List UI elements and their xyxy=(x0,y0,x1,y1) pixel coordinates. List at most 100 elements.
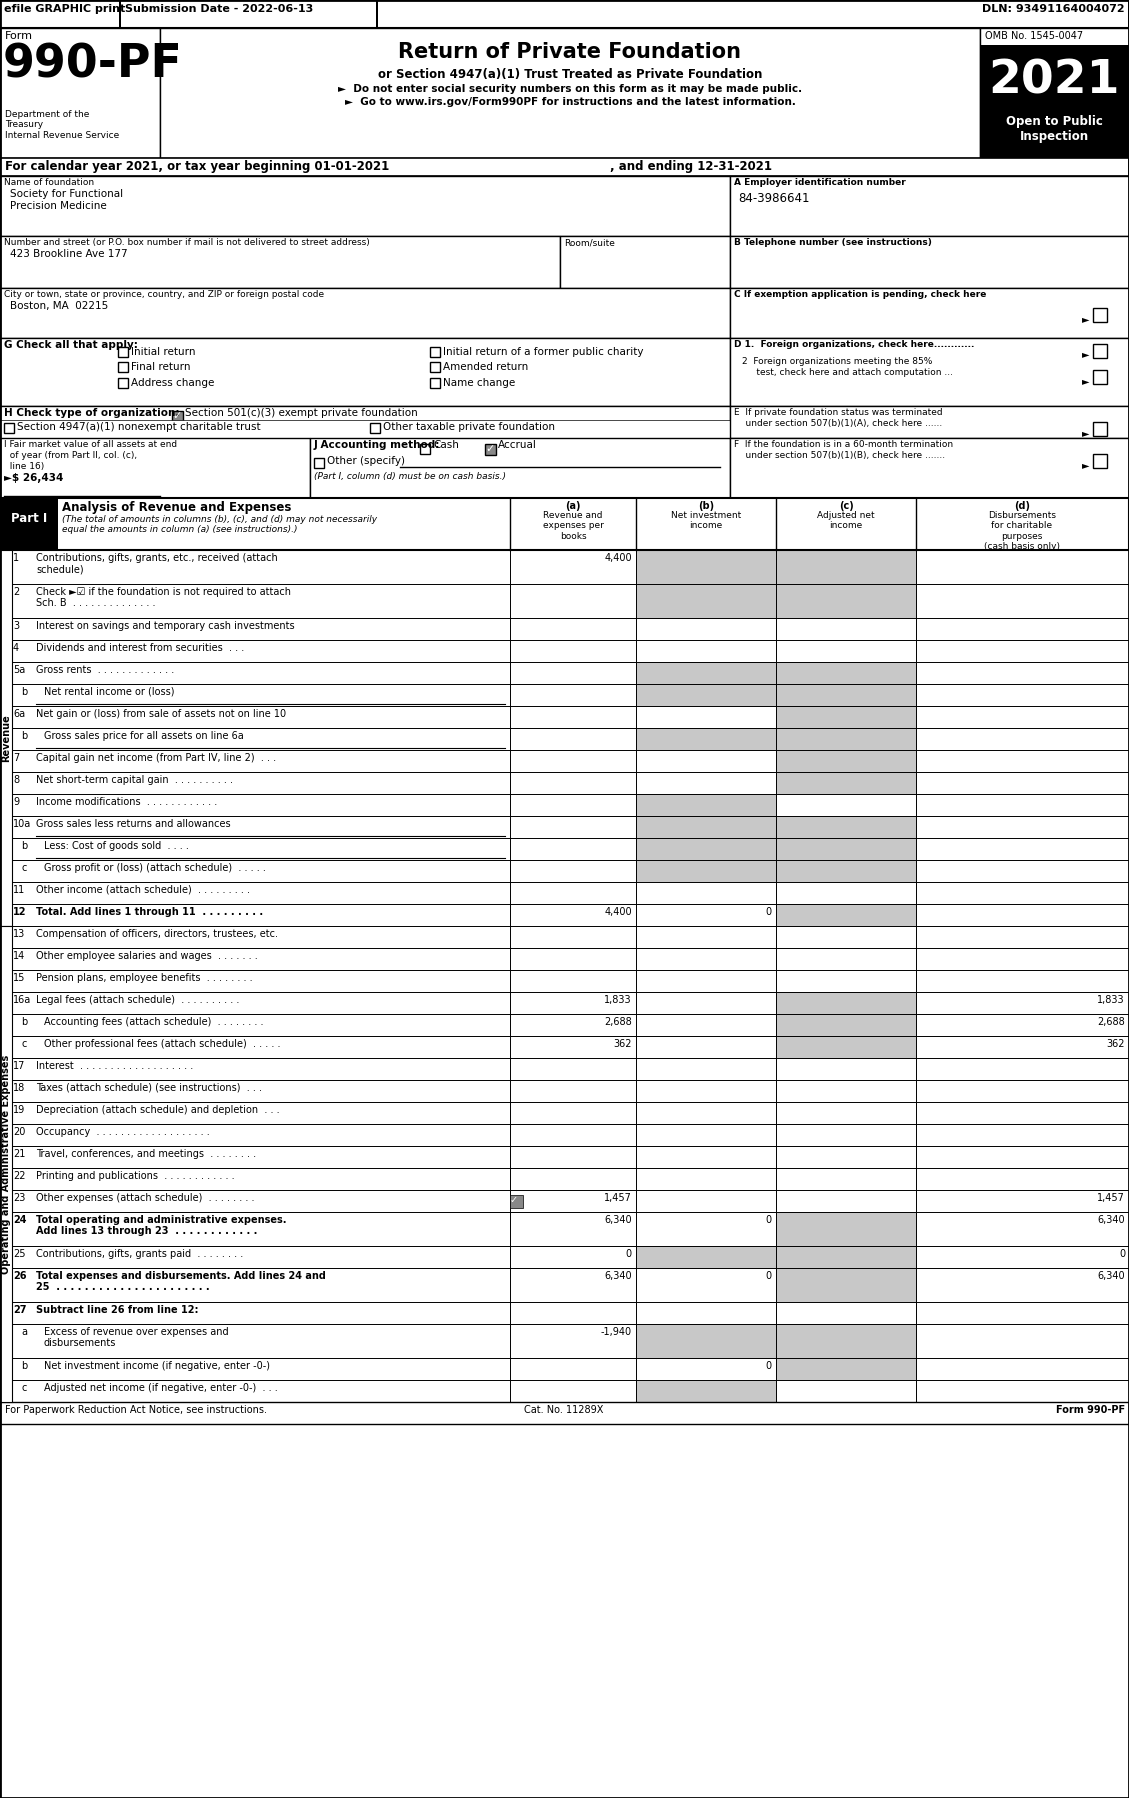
Text: 2,688: 2,688 xyxy=(604,1018,632,1027)
Bar xyxy=(0,176,730,236)
Bar xyxy=(776,750,916,771)
Text: test, check here and attach computation ...: test, check here and attach computation … xyxy=(742,369,953,378)
Bar xyxy=(314,458,324,467)
Text: H Check type of organization:: H Check type of organization: xyxy=(5,408,180,417)
Text: Cat. No. 11289X: Cat. No. 11289X xyxy=(524,1404,604,1415)
Bar xyxy=(636,584,776,619)
Bar xyxy=(776,662,916,683)
Bar xyxy=(378,2,1128,27)
Bar xyxy=(776,728,916,750)
Text: 0: 0 xyxy=(765,1361,772,1372)
Text: Interest on savings and temporary cash investments: Interest on savings and temporary cash i… xyxy=(36,620,295,631)
Text: Department of the
Treasury
Internal Revenue Service: Department of the Treasury Internal Reve… xyxy=(5,110,120,140)
Text: D 1.  Foreign organizations, check here............: D 1. Foreign organizations, check here..… xyxy=(734,340,974,349)
Text: Total expenses and disbursements. Add lines 24 and: Total expenses and disbursements. Add li… xyxy=(36,1271,326,1280)
Text: 4,400: 4,400 xyxy=(604,554,632,563)
Text: Number and street (or P.O. box number if mail is not delivered to street address: Number and street (or P.O. box number if… xyxy=(5,237,370,246)
Text: 11: 11 xyxy=(14,885,25,895)
Text: B Telephone number (see instructions): B Telephone number (see instructions) xyxy=(734,237,931,246)
Bar xyxy=(0,1357,1129,1381)
Text: Amended return: Amended return xyxy=(443,361,528,372)
Text: Net investment
income: Net investment income xyxy=(671,511,741,530)
Text: (d): (d) xyxy=(1014,502,1030,511)
Text: schedule): schedule) xyxy=(36,565,84,574)
Text: Depreciation (attach schedule) and depletion  . . .: Depreciation (attach schedule) and deple… xyxy=(36,1106,280,1115)
Text: ►  Go to www.irs.gov/Form990PF for instructions and the latest information.: ► Go to www.irs.gov/Form990PF for instru… xyxy=(344,97,796,108)
Text: b: b xyxy=(21,1361,27,1372)
Bar xyxy=(0,424,10,435)
Bar xyxy=(636,728,776,750)
Bar xyxy=(119,347,128,358)
Text: 16a: 16a xyxy=(14,994,32,1005)
Text: ✓: ✓ xyxy=(510,1196,518,1205)
Text: (a): (a) xyxy=(566,502,580,511)
Text: 23: 23 xyxy=(14,1194,25,1203)
Bar xyxy=(776,859,916,883)
Text: ►  Do not enter social security numbers on this form as it may be made public.: ► Do not enter social security numbers o… xyxy=(338,85,802,93)
Text: Less: Cost of goods sold  . . . .: Less: Cost of goods sold . . . . xyxy=(44,841,189,850)
Text: 27: 27 xyxy=(14,1305,26,1314)
Text: Check ►☑ if the foundation is not required to attach: Check ►☑ if the foundation is not requir… xyxy=(36,586,291,597)
Text: -1,940: -1,940 xyxy=(601,1327,632,1338)
Text: Disbursements
for charitable
purposes
(cash basis only): Disbursements for charitable purposes (c… xyxy=(984,511,1060,552)
Bar xyxy=(0,288,730,338)
Text: 0: 0 xyxy=(625,1250,632,1259)
Text: a: a xyxy=(21,1327,27,1338)
Text: Other (specify): Other (specify) xyxy=(327,457,405,466)
Text: For calendar year 2021, or tax year beginning 01-01-2021: For calendar year 2021, or tax year begi… xyxy=(5,160,390,173)
Bar xyxy=(0,1124,1129,1145)
Bar xyxy=(370,423,380,433)
Text: 26: 26 xyxy=(14,1271,26,1280)
Text: Dividends and interest from securities  . . .: Dividends and interest from securities .… xyxy=(36,644,244,653)
Text: 1,457: 1,457 xyxy=(1097,1194,1124,1203)
Text: DLN: 93491164004072: DLN: 93491164004072 xyxy=(982,4,1124,14)
Text: ►: ► xyxy=(1082,349,1089,360)
Text: b: b xyxy=(21,1018,27,1027)
Bar xyxy=(160,29,980,158)
Bar xyxy=(1093,343,1108,358)
Bar xyxy=(0,1190,1129,1212)
Text: Legal fees (attach schedule)  . . . . . . . . . .: Legal fees (attach schedule) . . . . . .… xyxy=(36,994,239,1005)
Text: 14: 14 xyxy=(14,951,25,960)
Text: Gross sales price for all assets on line 6a: Gross sales price for all assets on line… xyxy=(44,732,244,741)
Text: Initial return: Initial return xyxy=(131,347,195,358)
Text: b: b xyxy=(21,732,27,741)
Text: Initial return of a former public charity: Initial return of a former public charit… xyxy=(443,347,644,358)
Text: 13: 13 xyxy=(14,930,25,939)
Text: Net short-term capital gain  . . . . . . . . . .: Net short-term capital gain . . . . . . … xyxy=(36,775,233,786)
Bar xyxy=(310,439,730,498)
Text: ►$ 26,434: ►$ 26,434 xyxy=(5,473,63,484)
Text: 2,688: 2,688 xyxy=(1097,1018,1124,1027)
Text: 5a: 5a xyxy=(14,665,25,674)
Bar xyxy=(0,707,1129,728)
Text: 6,340: 6,340 xyxy=(604,1215,632,1224)
Bar xyxy=(636,859,776,883)
Text: Accrual: Accrual xyxy=(498,441,537,450)
Text: Interest  . . . . . . . . . . . . . . . . . . .: Interest . . . . . . . . . . . . . . . .… xyxy=(36,1061,193,1072)
Text: 1,833: 1,833 xyxy=(604,994,632,1005)
Text: Other taxable private foundation: Other taxable private foundation xyxy=(383,423,555,432)
Text: ✓: ✓ xyxy=(485,444,495,455)
Text: 17: 17 xyxy=(14,1061,25,1072)
Text: c: c xyxy=(21,863,26,874)
Text: 4,400: 4,400 xyxy=(604,906,632,917)
Text: Revenue and
expenses per
books: Revenue and expenses per books xyxy=(543,511,603,541)
Bar xyxy=(730,176,1129,236)
Bar xyxy=(0,498,58,550)
Bar xyxy=(980,29,1129,158)
Bar xyxy=(0,948,1129,969)
Text: ►: ► xyxy=(1082,460,1089,469)
Bar xyxy=(0,1381,1129,1402)
Text: 2: 2 xyxy=(14,586,19,597)
Bar xyxy=(776,771,916,795)
Bar xyxy=(0,0,1129,29)
Bar xyxy=(430,378,440,388)
Bar xyxy=(730,236,1129,288)
Bar xyxy=(0,338,730,406)
Text: Section 4947(a)(1) nonexempt charitable trust: Section 4947(a)(1) nonexempt charitable … xyxy=(17,423,261,432)
Text: G Check all that apply:: G Check all that apply: xyxy=(5,340,138,351)
Text: Adjusted net
income: Adjusted net income xyxy=(817,511,875,530)
Text: , and ending 12-31-2021: , and ending 12-31-2021 xyxy=(610,160,772,173)
Text: Gross sales less returns and allowances: Gross sales less returns and allowances xyxy=(36,820,230,829)
Text: Taxes (attach schedule) (see instructions)  . . .: Taxes (attach schedule) (see instruction… xyxy=(36,1082,262,1093)
